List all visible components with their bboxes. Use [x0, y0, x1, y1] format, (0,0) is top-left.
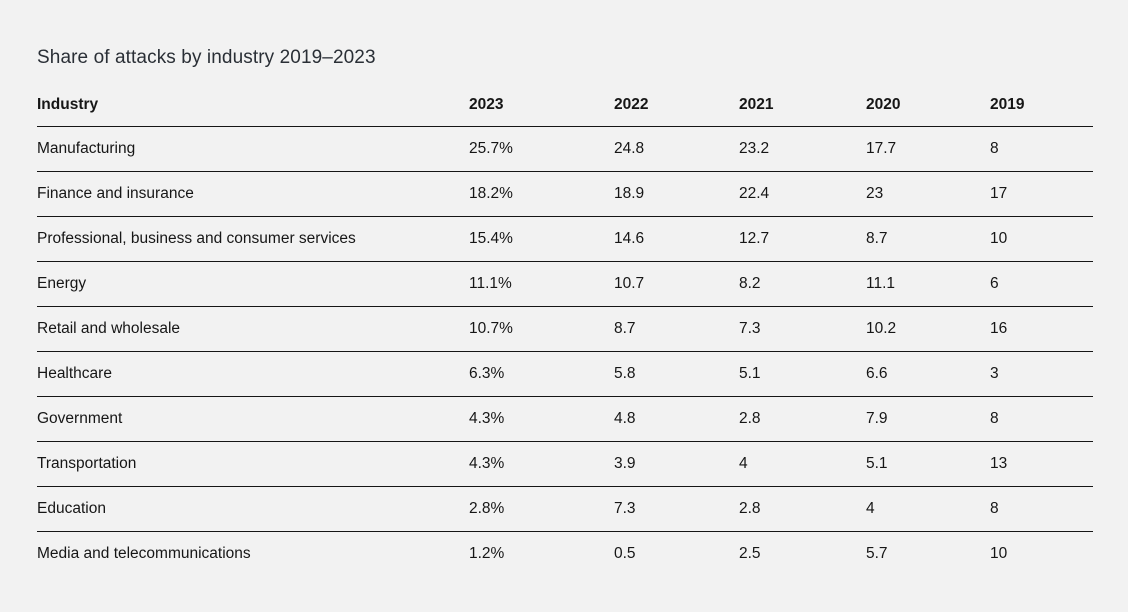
value-cell: 16: [990, 306, 1093, 352]
industry-cell: Energy: [37, 261, 469, 307]
value-cell: 18.9: [614, 171, 739, 217]
table-header-row: Industry 2023 2022 2021 2020 2019: [37, 85, 1093, 127]
table-row: Energy 11.1% 10.7 8.2 11.1 6: [37, 261, 1093, 307]
value-cell: 4: [866, 486, 990, 532]
value-cell: 6.3%: [469, 351, 614, 397]
column-header-industry: Industry: [37, 85, 469, 127]
value-cell: 10.7%: [469, 306, 614, 352]
value-cell: 3.9: [614, 441, 739, 487]
industry-cell: Government: [37, 396, 469, 442]
value-cell: 25.7%: [469, 126, 614, 172]
value-cell: 8: [990, 126, 1093, 172]
value-cell: 4.8: [614, 396, 739, 442]
value-cell: 10: [990, 216, 1093, 262]
value-cell: 7.3: [739, 306, 866, 352]
column-header-2023: 2023: [469, 85, 614, 127]
value-cell: 2.8%: [469, 486, 614, 532]
value-cell: 8: [990, 396, 1093, 442]
table-row: Retail and wholesale 10.7% 8.7 7.3 10.2 …: [37, 306, 1093, 352]
value-cell: 15.4%: [469, 216, 614, 262]
value-cell: 23: [866, 171, 990, 217]
value-cell: 5.7: [866, 545, 888, 562]
value-cell: 2.8: [739, 486, 866, 532]
value-cell: 4: [739, 441, 866, 487]
value-cell: 6: [990, 261, 1093, 307]
value-cell: 4.3%: [469, 441, 614, 487]
column-header-2022: 2022: [614, 85, 739, 127]
value-cell: 11.1: [866, 261, 990, 307]
industry-cell: Retail and wholesale: [37, 306, 469, 352]
value-cell: 24.8: [614, 126, 739, 172]
industry-cell: Healthcare: [37, 351, 469, 397]
table-row: Transportation 4.3% 3.9 4 5.1 13: [37, 441, 1093, 487]
table-row: Media and telecommunications 1.2% 0.5 2.…: [37, 532, 1093, 577]
share-of-attacks-table: Industry 2023 2022 2021 2020 2019 Manufa…: [37, 85, 1093, 576]
industry-cell: Media and telecommunications: [37, 545, 251, 562]
value-cell: 0.5: [614, 545, 636, 562]
value-cell: 5.1: [866, 441, 990, 487]
column-header-2019: 2019: [990, 85, 1093, 127]
value-cell: 23.2: [739, 126, 866, 172]
value-cell: 8.7: [866, 216, 990, 262]
industry-cell: Education: [37, 486, 469, 532]
value-cell: 6.6: [866, 351, 990, 397]
value-cell: 1.2%: [469, 545, 505, 562]
value-cell: 8.7: [614, 306, 739, 352]
value-cell: 14.6: [614, 216, 739, 262]
value-cell: 10.7: [614, 261, 739, 307]
value-cell: 4.3%: [469, 396, 614, 442]
value-cell: 10: [990, 545, 1008, 562]
value-cell: 11.1%: [469, 261, 614, 307]
value-cell: 13: [990, 441, 1093, 487]
value-cell: 5.1: [739, 351, 866, 397]
table-row: Professional, business and consumer serv…: [37, 216, 1093, 262]
column-header-2020: 2020: [866, 85, 990, 127]
value-cell: 8.2: [739, 261, 866, 307]
value-cell: 7.9: [866, 396, 990, 442]
table-row: Finance and insurance 18.2% 18.9 22.4 23…: [37, 171, 1093, 217]
value-cell: 17: [990, 171, 1093, 217]
page-title: Share of attacks by industry 2019–2023: [37, 47, 376, 68]
value-cell: 10.2: [866, 306, 990, 352]
industry-cell: Professional, business and consumer serv…: [37, 216, 469, 262]
value-cell: 22.4: [739, 171, 866, 217]
industry-cell: Manufacturing: [37, 126, 469, 172]
table-row: Manufacturing 25.7% 24.8 23.2 17.7 8: [37, 126, 1093, 172]
column-header-2021: 2021: [739, 85, 866, 127]
industry-cell: Finance and insurance: [37, 171, 469, 217]
value-cell: 18.2%: [469, 171, 614, 217]
value-cell: 17.7: [866, 126, 990, 172]
value-cell: 2.8: [739, 396, 866, 442]
table-row: Government 4.3% 4.8 2.8 7.9 8: [37, 396, 1093, 442]
value-cell: 12.7: [739, 216, 866, 262]
value-cell: 5.8: [614, 351, 739, 397]
value-cell: 7.3: [614, 486, 739, 532]
value-cell: 3: [990, 351, 1093, 397]
industry-cell: Transportation: [37, 441, 469, 487]
value-cell: 8: [990, 486, 1093, 532]
table-row: Education 2.8% 7.3 2.8 4 8: [37, 486, 1093, 532]
table-row: Healthcare 6.3% 5.8 5.1 6.6 3: [37, 351, 1093, 397]
value-cell: 2.5: [739, 545, 761, 562]
